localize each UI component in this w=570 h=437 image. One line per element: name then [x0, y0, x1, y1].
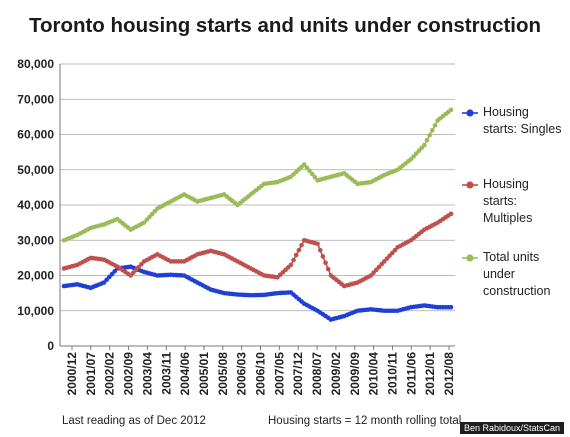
y-tick-label: 20,000 [17, 269, 54, 283]
y-tick-label: 10,000 [17, 304, 54, 318]
data-point [307, 168, 312, 174]
data-point [325, 266, 331, 272]
y-tick-label: 80,000 [17, 57, 54, 71]
data-point [288, 262, 294, 268]
x-tick-label: 2006/10 [254, 352, 268, 396]
legend-label-singles: Housing starts: Singles [483, 105, 562, 136]
x-tick-label: 2007/05 [272, 352, 286, 396]
legend-marker [466, 109, 474, 117]
data-point [304, 165, 310, 170]
y-tick-label: 70,000 [17, 92, 54, 106]
x-tick-label: 2000/12 [65, 352, 79, 396]
data-point [296, 247, 302, 253]
x-tick-label: 2004/06 [178, 352, 192, 396]
x-tick-label: 2012/01 [423, 352, 437, 396]
y-tick-label: 30,000 [17, 233, 54, 247]
y-tick-labels: 0 10,000 20,000 30,000 40,000 50,000 60,000 70,… [17, 57, 54, 353]
y-tick-label: 50,000 [17, 163, 54, 177]
x-tick-label: 2002/02 [103, 352, 117, 396]
x-tick-label: 2003/04 [140, 352, 154, 396]
x-tick-label: 2002/09 [122, 352, 136, 396]
series-multiples [61, 211, 454, 289]
chart-title: Toronto housing starts and units under c… [28, 14, 542, 37]
x-tick-label: 2010/04 [367, 352, 381, 396]
y-tick-label: 60,000 [17, 128, 54, 142]
axes [59, 64, 455, 350]
series-singles [61, 264, 454, 322]
data-point [448, 107, 454, 113]
data-point [299, 242, 304, 248]
x-tick-labels: 2000/12 2001/07 2002/02 2002/09 2003/04 2003/… [65, 352, 456, 396]
x-tick-label: 2006/03 [235, 352, 249, 396]
note-last-reading: Last reading as of Dec 2012 [62, 415, 206, 427]
data-point [291, 257, 296, 263]
y-tick-label: 0 [47, 339, 54, 353]
x-tick-label: 2012/08 [442, 352, 456, 396]
data-point [448, 304, 454, 310]
series-total [61, 107, 454, 243]
legend-label-total: Total units under construction [483, 250, 551, 298]
x-tick-label: 2003/11 [159, 352, 173, 395]
x-tick-label: 2001/07 [84, 352, 98, 396]
data-point [422, 142, 427, 148]
legend-marker [466, 181, 474, 189]
data-point [312, 174, 318, 180]
x-tick-label: 2010/11 [385, 352, 399, 395]
x-tick-label: 2008/07 [310, 352, 324, 396]
note-rolling-total: Housing starts = 12 month rolling total [268, 415, 462, 427]
legend-marker [466, 254, 474, 262]
data-point [301, 162, 307, 167]
data-point [320, 254, 326, 259]
legend-label-multiples: Housing starts: Multiples [483, 177, 533, 225]
data-point [432, 123, 438, 128]
data-point [424, 137, 430, 143]
grid-lines [60, 63, 455, 312]
x-tick-label: 2005/01 [197, 352, 211, 396]
data-point [309, 171, 315, 177]
data-point [317, 247, 323, 253]
series-lines [61, 107, 454, 322]
data-point [430, 127, 435, 133]
legend-markers [462, 109, 478, 262]
x-tick-label: 2011/06 [404, 352, 418, 395]
data-point [427, 132, 432, 138]
data-point [323, 260, 328, 266]
x-tick-label: 2009/09 [348, 352, 362, 396]
data-point [448, 211, 454, 217]
data-point [293, 252, 299, 258]
data-point [315, 241, 320, 247]
x-tick-label: 2009/02 [329, 352, 343, 396]
source-credit: Ben Rabidoux/StatsCan [459, 422, 564, 434]
x-tick-label: 2005/08 [216, 352, 230, 396]
x-tick-label: 2007/12 [291, 352, 305, 396]
y-tick-label: 40,000 [17, 198, 54, 212]
